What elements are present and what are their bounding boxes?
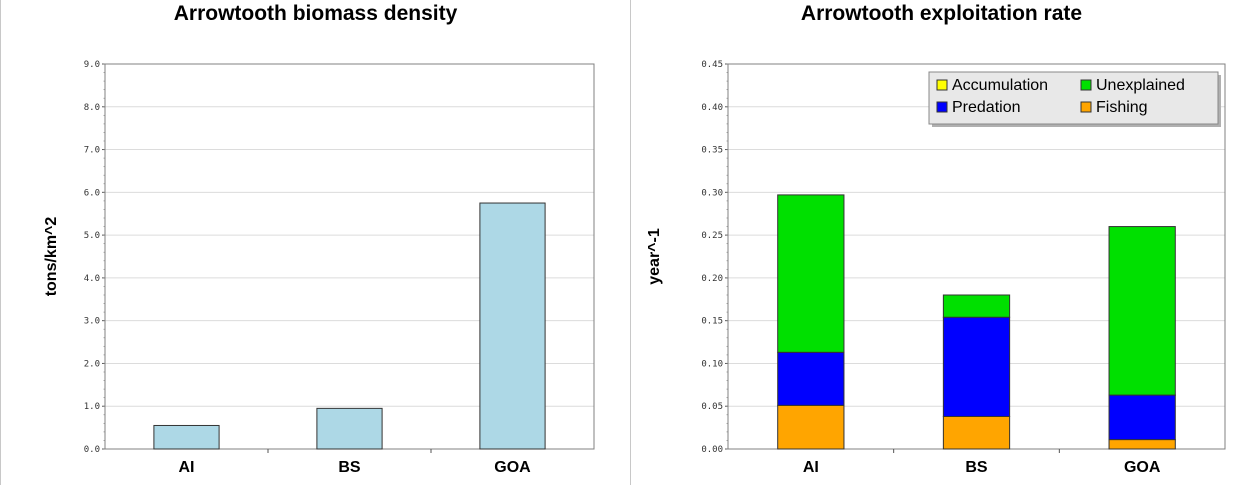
- y-tick-label: 8.0: [84, 103, 100, 113]
- legend-swatch-fishing: [1080, 101, 1092, 113]
- bar-goa-fishing: [1108, 439, 1176, 450]
- y-tick-label: 0.35: [701, 146, 723, 156]
- bar-goa-unexplained: [1108, 226, 1176, 396]
- legend-label-predation: Predation: [952, 99, 1021, 116]
- y-axis-label: year^-1: [646, 228, 663, 285]
- legend-label-accumulation: Accumulation: [952, 77, 1048, 94]
- biomass-density-chart: 0.0 1.0 2.0 3.0 4.0 5.0 6.0 7.0 8.0 9.0 tons/km^2 A…: [43, 60, 595, 476]
- x-tick-label: AI: [179, 459, 195, 476]
- y-tick-label: 7.0: [84, 146, 100, 156]
- bar-bs-predation: [942, 316, 1011, 417]
- biomass-density-panel: Arrowtooth biomass density 0.0 1.0 2.0 3.0 4…: [0, 0, 595, 485]
- y-tick-label: 6.0: [84, 188, 100, 198]
- x-tick-label: AI: [803, 459, 819, 476]
- legend-label-unexplained: Unexplained: [1096, 77, 1185, 94]
- legend: [928, 71, 1219, 125]
- bar-bs-unexplained: [942, 294, 1011, 318]
- y-tick-label: 0.00: [701, 445, 723, 455]
- y-tick-label: 9.0: [84, 60, 100, 70]
- x-tick-label: BS: [965, 459, 988, 476]
- y-tick-label: 0.25: [701, 231, 723, 241]
- bar-bs: [316, 407, 383, 450]
- exploitation-rate-chart: 0.00 0.05 0.10 0.15 0.20 0.25 0.30 0.35 0.40 0.45…: [646, 60, 1226, 476]
- y-tick-label: 1.0: [84, 402, 100, 412]
- chart-title: Arrowtooth exploitation rate: [800, 2, 1083, 25]
- bar-bs-fishing: [942, 415, 1011, 450]
- y-tick-label: 2.0: [84, 359, 100, 369]
- bar-ai-unexplained: [777, 194, 845, 353]
- y-axis-label: tons/km^2: [43, 217, 60, 297]
- exploitation-rate-panel: Arrowtooth exploitation rate 0.00 0.05 0.1…: [630, 0, 1252, 485]
- bar-goa: [479, 202, 546, 450]
- legend-swatch-unexplained: [1080, 79, 1092, 91]
- legend-swatch-accumulation: [936, 79, 948, 91]
- y-tick-label: 0.30: [701, 188, 723, 198]
- y-tick-label: 5.0: [84, 231, 100, 241]
- legend-swatch-predation: [936, 101, 948, 113]
- bar-ai-fishing: [777, 404, 845, 450]
- y-tick-label: 0.10: [701, 359, 723, 369]
- x-tick-label: GOA: [494, 459, 531, 476]
- y-tick-label: 0.05: [701, 402, 723, 412]
- x-tick-label: GOA: [1124, 459, 1161, 476]
- y-tick-label: 0.0: [84, 445, 100, 455]
- bar-ai: [153, 424, 220, 450]
- chart-title: Arrowtooth biomass density: [173, 2, 458, 25]
- y-tick-label: 3.0: [84, 317, 100, 327]
- bar-ai-predation: [777, 351, 845, 406]
- y-tick-label: 4.0: [84, 274, 100, 284]
- y-tick-label: 0.45: [701, 60, 723, 70]
- y-tick-label: 0.40: [701, 103, 723, 113]
- y-tick-label: 0.15: [701, 317, 723, 327]
- x-tick-label: BS: [338, 459, 361, 476]
- legend-label-fishing: Fishing: [1096, 99, 1148, 116]
- bar-goa-predation: [1108, 394, 1176, 441]
- y-tick-label: 0.20: [701, 274, 723, 284]
